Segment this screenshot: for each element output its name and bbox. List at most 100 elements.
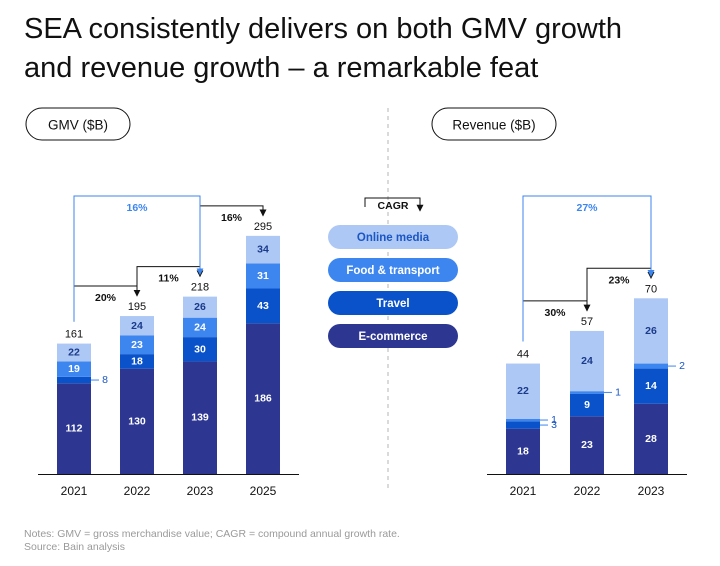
notes-text: Notes: GMV = gross merchandise value; CA…	[24, 528, 400, 540]
bar-segment	[634, 298, 668, 364]
legend-label: Online media	[357, 232, 430, 244]
page-title: SEA consistently delivers on both GMV gr…	[24, 10, 704, 88]
data-label: 26	[194, 301, 206, 313]
data-label: 28	[645, 433, 657, 445]
legend-pill	[328, 225, 458, 249]
total-label: 218	[191, 282, 209, 294]
bar-segment	[183, 317, 217, 338]
bar-segment	[246, 263, 280, 289]
data-label: 24	[581, 355, 593, 367]
source-text: Source: Bain analysis	[24, 541, 125, 553]
bar-segment	[183, 337, 217, 362]
footnotes: Notes: GMV = gross merchandise value; CA…	[24, 528, 704, 554]
chart-title: Revenue ($B)	[452, 118, 535, 133]
data-label: 24	[131, 320, 143, 332]
bar-segment	[506, 418, 540, 422]
bar-segment	[246, 323, 280, 474]
data-label: 30	[194, 343, 206, 355]
bar-segment	[506, 421, 540, 429]
total-label: 195	[128, 301, 146, 313]
data-label: 186	[254, 393, 272, 405]
year-label: 2021	[61, 484, 88, 498]
bar-segment	[57, 343, 91, 362]
legend-title: CAGR	[378, 200, 409, 212]
legend-label: Food & transport	[346, 265, 439, 277]
year-label: 2023	[638, 484, 665, 498]
data-label: 18	[131, 355, 143, 367]
cagr-label: 30%	[544, 307, 566, 319]
year-label: 2022	[574, 484, 601, 498]
total-label: 57	[581, 316, 593, 328]
bar-segment	[57, 376, 91, 384]
bar-segment	[183, 361, 217, 474]
cagr-label: 16%	[221, 212, 243, 224]
data-label: 34	[257, 244, 269, 256]
cagr-label: 16%	[126, 202, 148, 214]
chart-title-pill	[25, 107, 131, 141]
legend-pill	[328, 291, 458, 315]
data-label: 31	[257, 270, 269, 282]
title-line-1: SEA consistently delivers on both GMV gr…	[24, 13, 623, 45]
cagr-label: 23%	[608, 274, 630, 286]
data-label: 9	[584, 399, 590, 411]
data-label: 2	[679, 360, 685, 372]
bar-segment	[57, 383, 91, 474]
total-label: 295	[254, 221, 272, 233]
chart-title-pill	[431, 107, 557, 141]
data-label: 22	[68, 347, 80, 359]
bar-segment	[506, 428, 540, 474]
bar-segment	[634, 363, 668, 369]
bar-segment	[570, 393, 604, 417]
legend-pill	[328, 324, 458, 348]
data-label: 43	[257, 300, 269, 312]
data-label: 3	[551, 419, 557, 431]
legend-arrow	[364, 197, 424, 212]
data-label: 1	[551, 414, 557, 426]
bar-segment	[570, 330, 604, 392]
cagr-arrow	[73, 195, 204, 322]
bar-segment	[570, 416, 604, 474]
data-label: 112	[66, 423, 83, 435]
title-line-2: and revenue growth – a remarkable feat	[24, 52, 539, 84]
bar-segment	[183, 296, 217, 318]
legend-pill	[328, 258, 458, 282]
cagr-label: 11%	[158, 273, 179, 285]
year-label: 2023	[187, 484, 214, 498]
year-label: 2025	[250, 484, 277, 498]
year-label: 2021	[510, 484, 537, 498]
legend-label: E-commerce	[358, 331, 427, 343]
bar-segment	[120, 354, 154, 369]
data-label: 8	[102, 374, 108, 386]
bar-segment	[120, 316, 154, 336]
bar-segment	[570, 391, 604, 394]
chart-title: GMV ($B)	[48, 118, 108, 133]
cagr-arrow	[522, 195, 655, 342]
bar-segment	[57, 361, 91, 377]
legend-label: Travel	[376, 298, 409, 310]
data-label: 18	[517, 445, 529, 457]
data-label: 1	[615, 386, 621, 398]
bar-segment	[506, 363, 540, 419]
bar-segment	[120, 335, 154, 355]
total-label: 44	[517, 349, 529, 361]
cagr-label: 20%	[95, 292, 117, 304]
data-label: 22	[517, 385, 529, 397]
bar-segment	[120, 368, 154, 474]
year-label: 2022	[124, 484, 151, 498]
total-label: 70	[645, 283, 657, 295]
data-label: 19	[68, 363, 80, 375]
bar-segment	[634, 403, 668, 474]
data-label: 130	[128, 415, 146, 427]
data-label: 14	[645, 380, 657, 392]
bar-segment	[634, 368, 668, 404]
cagr-label: 27%	[576, 202, 598, 214]
data-label: 139	[191, 412, 209, 424]
bar-segment	[246, 235, 280, 264]
data-label: 24	[194, 321, 206, 333]
bar-segment	[246, 288, 280, 324]
data-label: 26	[645, 325, 657, 337]
total-label: 161	[65, 329, 83, 341]
data-label: 23	[581, 439, 593, 451]
